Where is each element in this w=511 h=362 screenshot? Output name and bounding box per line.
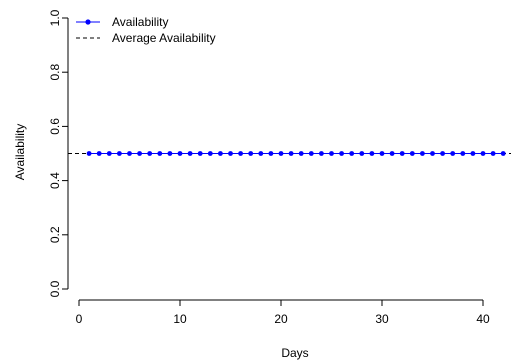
availability-point	[167, 151, 173, 156]
x-tick-label: 20	[274, 312, 288, 326]
y-tick-label: 1.0	[48, 9, 62, 26]
availability-point	[440, 151, 445, 156]
axes: 0.0 0.2 0.4 0.6 0.8 1.0 0 10 20 30 40	[48, 9, 490, 326]
availability-point	[147, 151, 153, 156]
legend: Availability Average Availability	[76, 15, 216, 45]
availability-point	[238, 151, 244, 156]
availability-point	[389, 151, 395, 156]
y-tick-label: 0.2	[48, 226, 62, 243]
availability-point	[460, 151, 466, 156]
availability-point	[117, 151, 122, 156]
legend-availability-label: Availability	[112, 15, 168, 29]
availability-point	[207, 151, 213, 156]
x-tick-label: 0	[76, 312, 83, 326]
availability-point	[137, 151, 143, 156]
availability-point	[258, 151, 264, 156]
availability-point	[339, 151, 344, 156]
availability-point	[298, 151, 304, 156]
availability-point	[248, 151, 254, 156]
availability-point	[409, 151, 415, 156]
availability-point	[106, 151, 112, 156]
availability-point	[349, 151, 355, 156]
availability-point	[157, 151, 163, 156]
availability-point	[490, 151, 496, 156]
availability-point	[278, 151, 284, 156]
x-tick-label: 30	[375, 312, 389, 326]
x-tick-label: 40	[476, 312, 490, 326]
legend-average-label: Average Availability	[112, 31, 216, 45]
availability-point	[187, 151, 193, 156]
plot-marks	[68, 151, 511, 156]
availability-point	[430, 151, 435, 156]
availability-point	[359, 151, 365, 156]
availability-point	[420, 151, 425, 156]
availability-point	[470, 151, 476, 156]
availability-point	[319, 151, 324, 156]
y-tick-label: 0.6	[48, 118, 62, 135]
availability-point	[500, 151, 506, 156]
availability-point	[480, 151, 486, 156]
availability-point	[268, 151, 274, 156]
availability-point	[197, 151, 203, 156]
availability-point	[288, 151, 294, 156]
availability-point	[399, 151, 405, 156]
x-tick-label: 10	[173, 312, 187, 326]
availability-point	[218, 151, 223, 156]
availability-point	[450, 151, 456, 156]
availability-point	[228, 151, 233, 156]
availability-point	[177, 151, 183, 156]
x-axis-label: Days	[281, 346, 308, 360]
availability-point	[127, 151, 132, 156]
y-tick-label: 0.8	[48, 64, 62, 81]
y-tick-label: 0.4	[48, 172, 62, 189]
y-tick-label: 0.0	[48, 280, 62, 297]
availability-point	[86, 151, 92, 156]
availability-point	[379, 151, 385, 156]
availability-point	[308, 151, 314, 156]
y-axis-label: Availability	[13, 124, 27, 180]
availability-point	[96, 151, 102, 156]
availability-point	[329, 151, 334, 156]
legend-availability-marker	[85, 19, 91, 25]
availability-point	[369, 151, 375, 156]
